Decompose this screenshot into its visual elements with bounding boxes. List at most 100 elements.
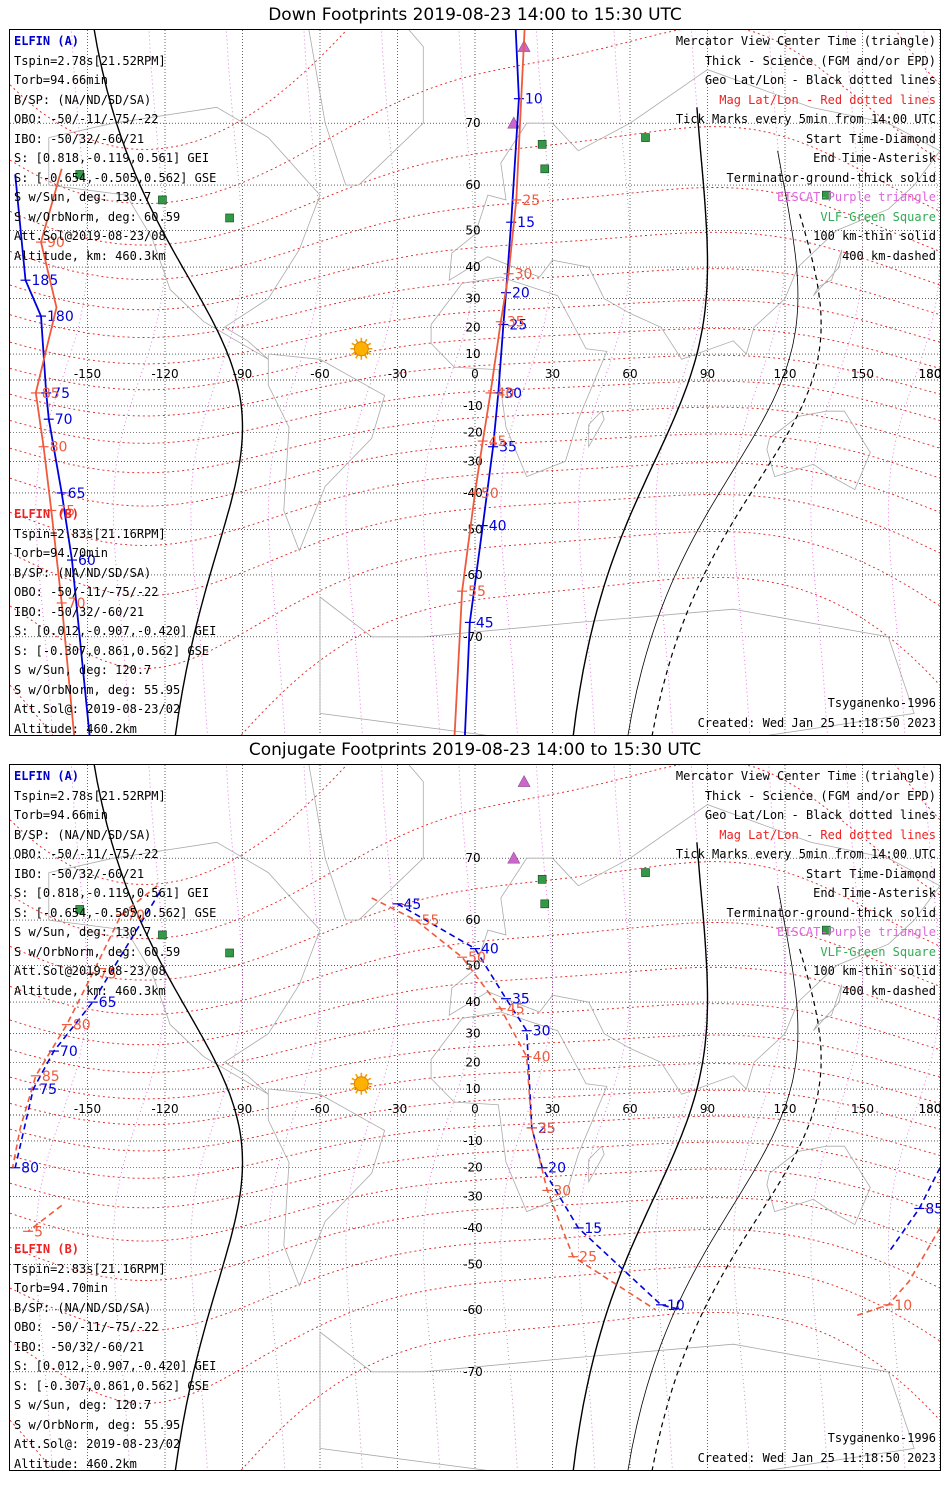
lon-tick-label: 30	[545, 367, 560, 381]
lat-tick-label: -70	[463, 630, 483, 644]
mag-lon-gridline	[267, 765, 321, 1470]
legend-line: Start Time-Diamond	[805, 866, 936, 881]
mag-lat-gridline	[10, 1311, 940, 1470]
mag-lat-gridline	[10, 1168, 940, 1242]
legend-line: Mercator View Center Time (triangle)	[675, 34, 936, 48]
panel2-chart: 180-150 -120 -90 -60 -30 0 30 60 90 120 150 1807060…	[10, 765, 940, 1470]
mag-lat-gridline	[10, 1229, 940, 1332]
coastline	[319, 596, 915, 735]
legend-line: EISCAT-Purple triangle	[777, 925, 936, 939]
elfin-b-line: S w/OrbNorm, deg: 55.95	[14, 1417, 181, 1432]
elfin-b-line: Torb=94.70min	[14, 1281, 108, 1295]
track-time-label: 45	[507, 1002, 525, 1018]
track-time-label: 55	[468, 584, 486, 600]
track-time-label: 10	[525, 92, 543, 108]
lon-tick-label: -60	[310, 367, 330, 381]
sun-ray	[351, 1086, 356, 1090]
elfin-a-line: S w/OrbNorm, deg: 60.59	[14, 209, 181, 224]
track-time-label: 20	[548, 1161, 566, 1177]
elfin-b-line: Altitude: 460.2km	[14, 721, 137, 736]
legend-line: Geo Lat/Lon - Black dotted lines	[704, 808, 936, 822]
track-time-label: 15	[584, 1221, 602, 1237]
lat-tick-label: 10	[465, 347, 480, 361]
lon-tick-label: 120	[774, 1102, 797, 1116]
sun-ray	[364, 338, 368, 344]
track-time-label: 180	[47, 309, 74, 325]
legend-line: End Time-Asterisk	[813, 151, 936, 165]
track-time-label: 30	[515, 267, 533, 283]
vlf-square-icon	[537, 875, 547, 884]
track-time-label: 20	[512, 286, 530, 302]
lon-tick-label: -30	[388, 1102, 408, 1116]
track-time-label: 80	[73, 1018, 91, 1034]
track-time-label: 70	[68, 596, 86, 612]
legend-line: Geo Lat/Lon - Black dotted lines	[704, 73, 936, 87]
lat-tick-label: 30	[465, 292, 480, 306]
lat-tick-label: 60	[465, 178, 480, 192]
lon-tick-label: -60	[310, 1102, 330, 1116]
vlf-square-icon	[540, 899, 550, 909]
sun-icon	[353, 341, 369, 357]
lat-tick-label: -40	[463, 1221, 483, 1235]
track-time-label: 30	[533, 1024, 551, 1040]
lat-tick-label: -20	[463, 426, 483, 440]
track-time-label: 45	[404, 897, 422, 913]
lat-tick-label: 40	[465, 260, 480, 274]
footprint-track	[397, 903, 682, 1311]
footprint-track	[11, 885, 158, 1168]
coastline	[588, 1145, 605, 1184]
vlf-square-icon	[822, 925, 831, 935]
lon-tick-label: 90	[700, 367, 715, 381]
panel1-title: Down Footprints 2019-08-23 14:00 to 15:3…	[268, 5, 682, 25]
elfin-b-line: S: [0.012,-0.907,-0.420] GEI	[14, 1359, 217, 1373]
coastline	[430, 1011, 608, 1213]
track-time-label: 155	[96, 734, 123, 735]
lon-tick-label: 60	[622, 367, 637, 381]
vlf-square-icon	[158, 195, 167, 205]
mag-lon-gridline	[267, 30, 321, 735]
eiscat-triangle-icon	[517, 774, 531, 787]
track-time-label: 35	[499, 440, 517, 456]
panel1-map: 180 -150 -120 -90 -60 -30 0 30 60 90 120 150 180 70 60…	[9, 29, 941, 736]
coastline	[48, 106, 321, 360]
track-time-label: 75	[52, 386, 70, 402]
coastline	[430, 276, 608, 478]
coastline	[588, 410, 605, 449]
elfin-a-line: Torb=94.66min	[14, 73, 108, 87]
coastline	[308, 30, 424, 186]
terminator-ground-line	[93, 30, 244, 735]
track-time-label: 65	[68, 486, 86, 502]
lon-tick-label: -90	[233, 1102, 253, 1116]
elfin-a-line: S: [0.818,-0.119,0.561] GEI	[14, 151, 210, 165]
sun-ray	[366, 342, 372, 346]
lat-tick-label: -70	[463, 1365, 483, 1379]
legend-line: Thick - Science (FGM and/or EPD)	[704, 53, 936, 68]
track-time-label: 25	[538, 1121, 556, 1137]
panel1-chart: 180 -150 -120 -90 -60 -30 0 30 60 90 120 150 180 70 60…	[10, 30, 940, 735]
terminator-100km-line	[627, 885, 799, 1470]
legend-line: 400 km-dashed	[842, 983, 936, 998]
mag-lat-gridline	[10, 354, 940, 417]
lon-tick-label: -120	[151, 367, 178, 381]
elfin-a-line: OBO: -50/-11/-75/-22	[14, 112, 159, 126]
track-time-label: 35	[512, 992, 530, 1008]
mag-lat-gridline	[10, 231, 940, 311]
legend-line: VLF-Green Square	[820, 209, 936, 224]
track-time-label: 80	[50, 440, 68, 456]
sun-ray	[366, 351, 372, 355]
elfin-b-line: Tspin=2.83s[21.16RPM]	[14, 526, 166, 541]
elfin-b-line: S: [-0.307,0.861,0.562] GSE	[14, 1378, 210, 1393]
legend-line: EISCAT-Purple triangle	[777, 190, 936, 204]
lat-tick-label: -50	[463, 523, 483, 537]
track-time-label: 50	[468, 950, 486, 966]
lon-tick-label: 120	[774, 367, 797, 381]
elfin-b-line: S: [-0.307,0.861,0.562] GSE	[14, 643, 210, 658]
footprint-track	[27, 1204, 63, 1232]
track-time-label: 10	[894, 1298, 912, 1314]
lat-tick-label: 40	[465, 995, 480, 1009]
coastline	[766, 410, 871, 491]
track-time-label: 70	[127, 908, 145, 924]
lat-tick-label: -20	[463, 1161, 483, 1175]
mag-lat-gridline	[10, 765, 940, 940]
track-time-label: 40	[489, 519, 507, 535]
